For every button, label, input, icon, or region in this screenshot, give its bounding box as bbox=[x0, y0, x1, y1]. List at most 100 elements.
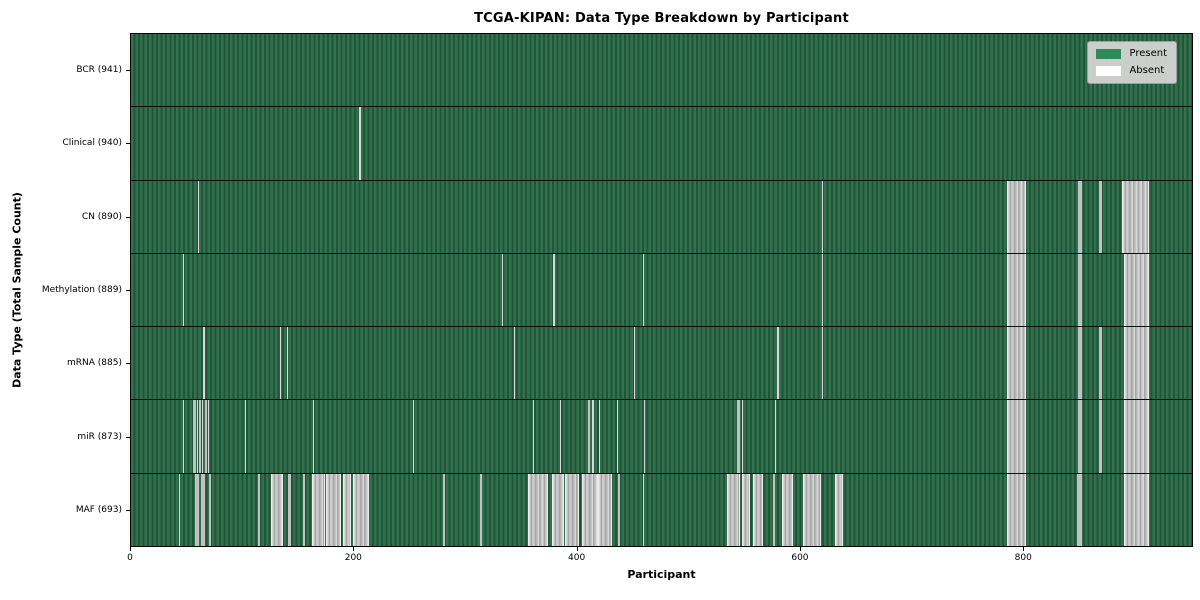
absent-stripe bbox=[1078, 400, 1082, 473]
absent-stripe bbox=[643, 400, 645, 473]
absent-stripe bbox=[479, 473, 483, 546]
absent-stripe bbox=[326, 473, 342, 546]
absent-stripe bbox=[599, 400, 601, 473]
legend-swatch-absent-icon bbox=[1096, 66, 1122, 76]
absent-stripe bbox=[553, 253, 555, 327]
absent-stripe bbox=[183, 253, 185, 327]
x-tick-label: 200 bbox=[344, 553, 362, 563]
absent-stripe bbox=[359, 107, 361, 180]
x-tick-mark bbox=[353, 547, 355, 551]
absent-stripe bbox=[1124, 253, 1150, 327]
absent-stripe bbox=[1099, 400, 1102, 473]
absent-stripe bbox=[821, 253, 824, 327]
y-tick-label: Methylation (889) bbox=[41, 285, 122, 295]
absent-stripe bbox=[752, 473, 763, 546]
x-tick-label: 0 bbox=[127, 553, 133, 563]
absent-stripe bbox=[271, 473, 284, 546]
absent-stripe bbox=[737, 400, 740, 473]
y-tick-label: mRNA (885) bbox=[67, 358, 122, 369]
absent-stripe bbox=[727, 473, 741, 546]
absent-stripe bbox=[592, 400, 594, 473]
absent-stripe bbox=[533, 400, 535, 473]
y-tick-mark bbox=[126, 363, 130, 365]
absent-stripe bbox=[352, 473, 370, 546]
absent-stripe bbox=[342, 473, 352, 546]
absent-stripe bbox=[202, 400, 204, 473]
absent-stripe bbox=[197, 180, 199, 253]
x-tick-label: 800 bbox=[1014, 553, 1032, 563]
x-tick-mark bbox=[799, 547, 801, 551]
absent-stripe bbox=[1124, 473, 1150, 546]
heatmap-row-methylation bbox=[131, 252, 1192, 327]
absent-stripe bbox=[775, 400, 777, 473]
y-tick-mark bbox=[126, 290, 130, 291]
absent-stripe bbox=[1099, 180, 1102, 253]
absent-stripe bbox=[1124, 400, 1150, 473]
absent-stripe bbox=[741, 400, 743, 473]
absent-stripe bbox=[803, 473, 821, 546]
heatmap-row-mir bbox=[131, 399, 1192, 473]
absent-stripe bbox=[198, 400, 202, 473]
absent-stripe bbox=[203, 327, 205, 400]
absent-stripe bbox=[1078, 253, 1082, 327]
plot-area bbox=[130, 33, 1193, 547]
absent-stripe bbox=[781, 473, 793, 546]
x-tick-label: 600 bbox=[791, 553, 809, 563]
legend-label-present: Present bbox=[1129, 48, 1167, 59]
heatmap-row-clinical bbox=[131, 106, 1192, 180]
absent-stripe bbox=[196, 400, 198, 473]
absent-stripe bbox=[1006, 327, 1026, 400]
absent-stripe bbox=[616, 400, 619, 473]
absent-stripe bbox=[772, 473, 776, 546]
absent-stripe bbox=[311, 473, 325, 546]
absent-stripe bbox=[194, 473, 199, 546]
absent-stripe bbox=[412, 400, 415, 473]
y-tick-label: CN (890) bbox=[81, 211, 122, 222]
absent-stripe bbox=[193, 400, 196, 473]
y-tick-label: BCR (941) bbox=[76, 64, 122, 75]
heatmap-row-maf bbox=[131, 472, 1192, 546]
absent-stripe bbox=[280, 327, 282, 400]
x-tick-mark bbox=[130, 547, 131, 551]
absent-stripe bbox=[1006, 180, 1026, 253]
absent-stripe bbox=[564, 473, 579, 546]
absent-stripe bbox=[821, 327, 824, 400]
absent-stripe bbox=[302, 473, 305, 546]
absent-stripe bbox=[1078, 327, 1082, 400]
absent-stripe bbox=[287, 327, 289, 400]
absent-stripe bbox=[741, 473, 751, 546]
absent-stripe bbox=[1078, 180, 1082, 253]
chart-title: TCGA-KIPAN: Data Type Breakdown by Parti… bbox=[474, 11, 849, 26]
x-tick-mark bbox=[1023, 547, 1025, 551]
absent-stripe bbox=[821, 180, 824, 253]
legend-label-absent: Absent bbox=[1129, 65, 1165, 76]
y-tick-label: MAF (693) bbox=[75, 505, 122, 516]
absent-stripe bbox=[207, 400, 209, 473]
heatmap-row-mrna bbox=[131, 326, 1192, 400]
absent-stripe bbox=[178, 473, 181, 546]
absent-stripe bbox=[597, 473, 613, 546]
absent-stripe bbox=[288, 473, 292, 546]
absent-stripe bbox=[1077, 473, 1082, 546]
absent-stripe bbox=[1006, 253, 1026, 327]
absent-stripe bbox=[209, 473, 212, 546]
x-axis-label: Participant bbox=[627, 568, 696, 581]
legend-item-present: Present bbox=[1096, 48, 1167, 60]
absent-stripe bbox=[1124, 327, 1150, 400]
y-tick-label: Clinical (940) bbox=[62, 138, 122, 149]
absent-stripe bbox=[642, 473, 644, 546]
absent-stripe bbox=[1099, 327, 1102, 400]
absent-stripe bbox=[244, 400, 246, 473]
absent-stripe bbox=[1006, 400, 1026, 473]
absent-stripe bbox=[183, 400, 185, 473]
absent-stripe bbox=[1006, 473, 1026, 546]
y-tick-label: miR (873) bbox=[77, 431, 122, 442]
y-tick-mark bbox=[126, 436, 130, 438]
absent-stripe bbox=[835, 473, 843, 546]
absent-stripe bbox=[502, 253, 504, 327]
y-tick-mark bbox=[126, 143, 130, 145]
absent-stripe bbox=[618, 473, 621, 546]
legend-swatch-present-icon bbox=[1096, 49, 1122, 59]
absent-stripe bbox=[587, 400, 591, 473]
